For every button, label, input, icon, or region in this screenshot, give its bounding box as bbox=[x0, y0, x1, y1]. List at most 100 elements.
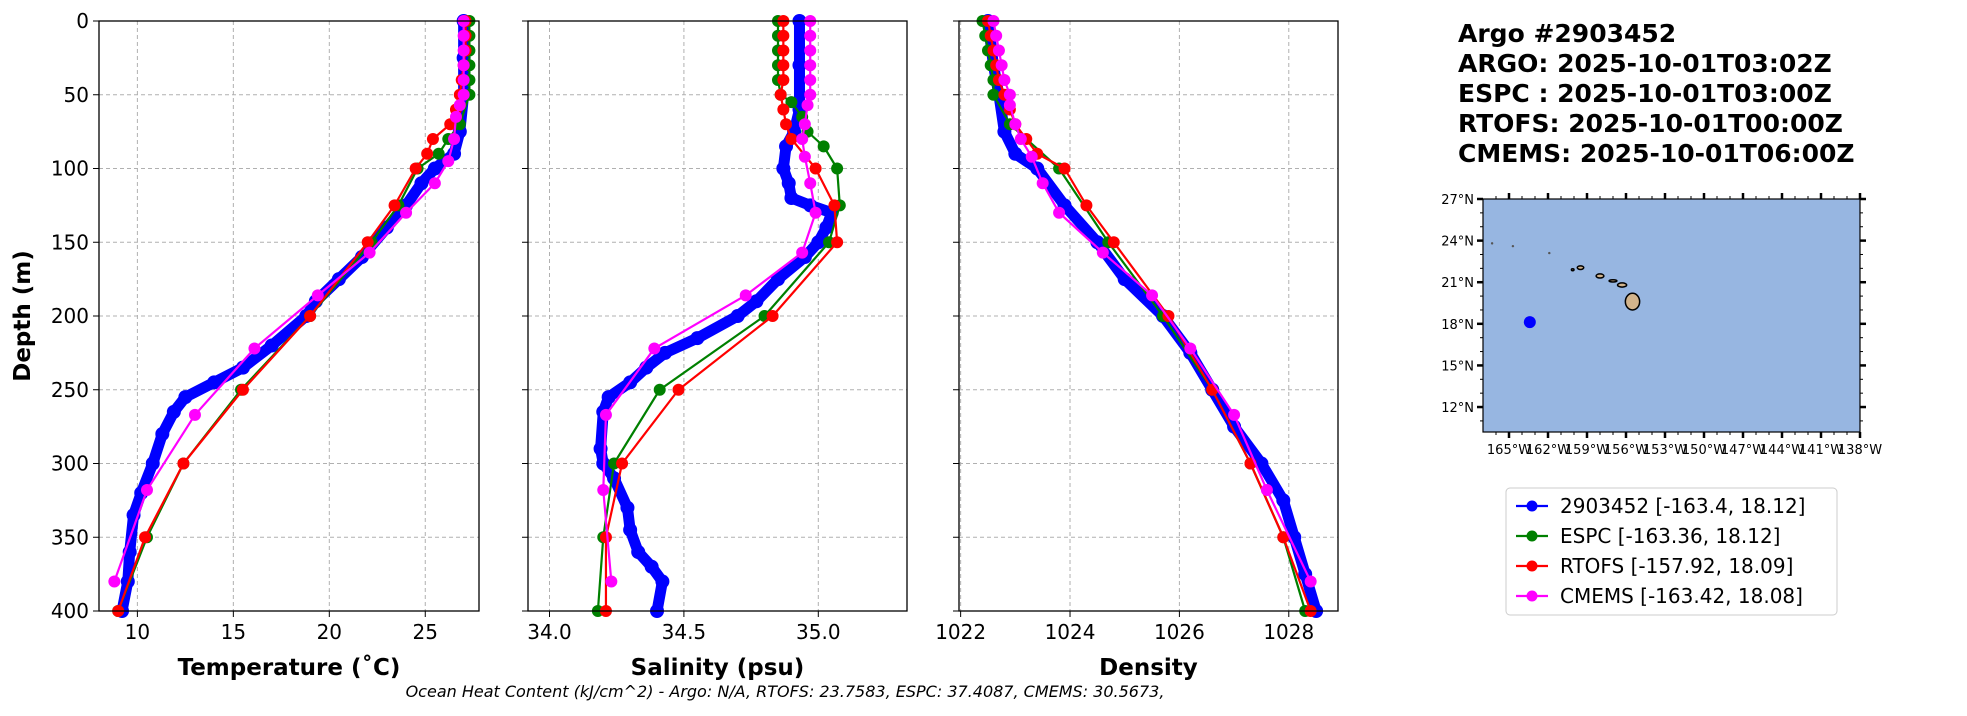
float-location-marker bbox=[1523, 316, 1536, 329]
data-point-rtofs bbox=[777, 74, 790, 86]
x-axis-label: Salinity (psu) bbox=[631, 655, 805, 681]
data-point-espc bbox=[432, 147, 445, 160]
data-point-rtofs bbox=[1107, 236, 1120, 249]
title-line: ESPC : 2025-10-01T03:00Z bbox=[1458, 79, 1832, 108]
islet bbox=[1548, 251, 1551, 255]
x-tick-label: 25 bbox=[413, 620, 438, 644]
data-point-rtofs bbox=[785, 133, 798, 145]
data-point-rtofs bbox=[361, 236, 374, 249]
data-point-argo bbox=[414, 176, 429, 191]
data-point-rtofs bbox=[409, 162, 422, 175]
plot-frame bbox=[98, 20, 480, 612]
data-point-cmems bbox=[804, 29, 817, 42]
x-axis-label: Density bbox=[1099, 655, 1198, 681]
data-point-cmems bbox=[1053, 206, 1066, 219]
y-tick-label: 0 bbox=[76, 9, 89, 33]
data-point-rtofs bbox=[766, 310, 779, 322]
data-point-argo bbox=[178, 390, 193, 405]
lat-tick-label: 18°N bbox=[1441, 318, 1474, 333]
data-point-cmems bbox=[804, 44, 817, 57]
islet bbox=[1511, 244, 1515, 248]
data-point-rtofs bbox=[777, 44, 790, 57]
island bbox=[1595, 273, 1605, 279]
data-point-rtofs bbox=[777, 103, 790, 116]
legend-marker-rtofs bbox=[1526, 560, 1538, 572]
x-tick-label: 1024 bbox=[1045, 620, 1096, 644]
data-point-cmems bbox=[448, 133, 461, 145]
x-tick-label: 10 bbox=[125, 620, 150, 644]
ohc-footer: Ocean Heat Content (kJ/cm^2) - Argo: N/A… bbox=[406, 682, 1165, 701]
data-point-argo bbox=[776, 161, 791, 176]
data-point-cmems bbox=[457, 44, 470, 57]
data-point-rtofs bbox=[672, 383, 685, 396]
panel-density: 1022 1024 1026 1028 Density bbox=[935, 14, 1339, 681]
lon-tick-label: 165°W bbox=[1487, 443, 1531, 458]
y-tick-label: 100 bbox=[51, 157, 89, 181]
x-axis-label: Temperature (˚C) bbox=[178, 654, 401, 681]
data-point-argo bbox=[620, 500, 635, 515]
y-tick-label: 150 bbox=[51, 230, 89, 254]
data-point-argo bbox=[784, 191, 799, 205]
lon-tick-label: 144°W bbox=[1760, 443, 1804, 458]
data-point-argo bbox=[1008, 146, 1023, 161]
data-point-argo bbox=[623, 522, 638, 537]
data-point-cmems bbox=[248, 342, 261, 355]
lat-tick-label: 24°N bbox=[1441, 235, 1474, 250]
data-point-espc bbox=[785, 96, 798, 109]
y-axis-label: Depth (m) bbox=[10, 250, 36, 382]
data-point-cmems bbox=[599, 408, 612, 421]
data-point-cmems bbox=[449, 110, 462, 123]
data-point-cmems bbox=[1003, 88, 1016, 101]
x-tick-label: 34.5 bbox=[662, 620, 707, 644]
data-point-rtofs bbox=[780, 118, 793, 131]
x-tick-label: 15 bbox=[221, 620, 246, 644]
data-point-rtofs bbox=[831, 236, 844, 249]
data-point-cmems bbox=[140, 484, 153, 497]
data-point-rtofs bbox=[1058, 162, 1071, 175]
data-point-argo bbox=[690, 331, 705, 346]
plot-frame bbox=[958, 20, 1339, 612]
data-point-cmems bbox=[428, 177, 441, 190]
data-point-rtofs bbox=[236, 383, 249, 396]
data-point-argo bbox=[655, 574, 670, 589]
data-point-argo bbox=[427, 161, 442, 176]
data-point-argo bbox=[749, 294, 764, 309]
lon-tick-label: 153°W bbox=[1643, 443, 1687, 458]
data-point-cmems bbox=[188, 408, 201, 421]
title-line: RTOFS: 2025-10-01T00:00Z bbox=[1458, 109, 1843, 138]
plot-frame bbox=[527, 20, 908, 612]
data-point-argo bbox=[730, 309, 745, 323]
legend-marker-cmems bbox=[1526, 590, 1538, 602]
data-point-rtofs bbox=[828, 199, 841, 212]
x-tick-label: 1026 bbox=[1154, 620, 1205, 644]
x-tick-label: 34.0 bbox=[527, 620, 572, 644]
data-point-espc bbox=[987, 88, 1000, 101]
data-point-espc bbox=[653, 383, 666, 396]
data-point-rtofs bbox=[599, 531, 612, 544]
lon-tick-label: 138°W bbox=[1838, 443, 1882, 458]
legend-marker-espc bbox=[1526, 530, 1538, 542]
data-point-cmems bbox=[809, 206, 822, 219]
lat-tick-label: 21°N bbox=[1441, 276, 1474, 291]
map-frame bbox=[1482, 198, 1861, 433]
data-point-cmems bbox=[597, 484, 610, 497]
data-point-argo bbox=[631, 545, 646, 559]
data-point-argo bbox=[145, 456, 160, 471]
x-tick-label: 35.0 bbox=[796, 620, 841, 644]
data-point-cmems bbox=[311, 289, 324, 302]
data-point-cmems bbox=[804, 74, 817, 86]
data-point-cmems bbox=[1096, 246, 1109, 259]
y-tick-label: 200 bbox=[51, 304, 89, 328]
data-point-cmems bbox=[1304, 575, 1317, 588]
data-point-cmems bbox=[442, 155, 455, 168]
lat-tick-label: 12°N bbox=[1441, 401, 1474, 416]
data-point-rtofs bbox=[616, 457, 629, 470]
data-point-argo bbox=[811, 235, 826, 250]
data-point-rtofs bbox=[777, 29, 790, 42]
data-point-rtofs bbox=[177, 457, 190, 470]
data-point-cmems bbox=[108, 575, 121, 588]
island bbox=[1616, 282, 1628, 288]
data-point-argo bbox=[155, 427, 170, 441]
series-group bbox=[108, 14, 476, 618]
